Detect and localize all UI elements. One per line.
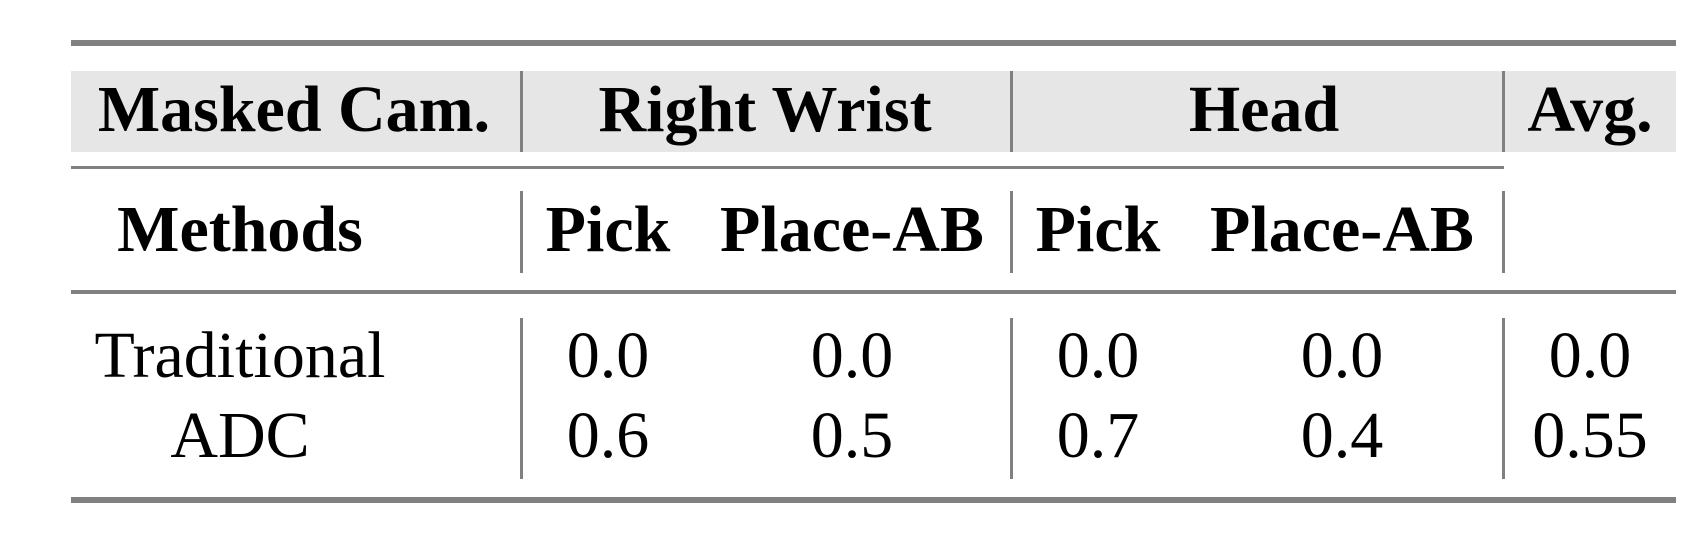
- column-divider: [1010, 191, 1013, 273]
- value-cell: 0.7: [1056, 399, 1140, 472]
- top-rule: [71, 40, 1676, 46]
- value-cell: 0.55: [1532, 399, 1648, 472]
- method-cell: Traditional: [94, 319, 386, 392]
- header-band: [71, 71, 1676, 152]
- header-avg: Avg.: [1527, 73, 1653, 146]
- column-divider: [1502, 318, 1505, 479]
- header-right-wrist: Right Wrist: [598, 73, 932, 146]
- header-head-place: Place-AB: [1210, 193, 1474, 266]
- header-subrule: [71, 166, 1504, 169]
- value-cell: 0.0: [1548, 319, 1632, 392]
- value-cell: 0.6: [566, 399, 650, 472]
- column-divider: [520, 191, 523, 273]
- column-divider: [520, 318, 523, 479]
- header-masked-cam: Masked Cam.: [97, 73, 491, 146]
- value-cell: 0.0: [1056, 319, 1140, 392]
- column-divider: [520, 71, 523, 152]
- bottom-rule: [71, 497, 1676, 503]
- value-cell: 0.0: [1300, 319, 1384, 392]
- mid-rule: [71, 290, 1676, 294]
- value-cell: 0.0: [566, 319, 650, 392]
- column-divider: [1010, 318, 1013, 479]
- header-rw-place: Place-AB: [720, 193, 984, 266]
- method-cell: ADC: [170, 399, 310, 472]
- value-cell: 0.0: [810, 319, 894, 392]
- column-divider: [1502, 191, 1505, 273]
- column-divider: [1502, 71, 1505, 152]
- header-head-pick: Pick: [1035, 193, 1161, 266]
- value-cell: 0.4: [1300, 399, 1384, 472]
- value-cell: 0.5: [810, 399, 894, 472]
- header-rw-pick: Pick: [545, 193, 671, 266]
- header-methods: Methods: [117, 193, 363, 266]
- header-head: Head: [1188, 73, 1340, 146]
- column-divider: [1010, 71, 1013, 152]
